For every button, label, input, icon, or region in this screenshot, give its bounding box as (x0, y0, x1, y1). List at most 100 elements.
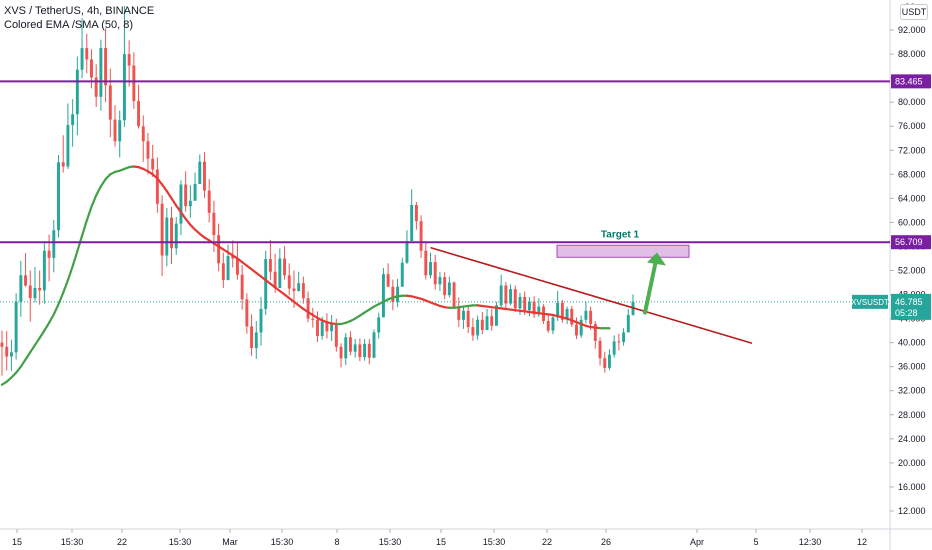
candle-body (311, 318, 315, 320)
ema-segment (156, 177, 164, 186)
candle-body (400, 262, 404, 287)
candle-body (170, 217, 173, 249)
candle-body (405, 241, 409, 263)
price-tick-label: 24.000 (898, 434, 926, 444)
candle-body (137, 100, 141, 127)
candle-body (546, 321, 550, 331)
candle-body (584, 310, 588, 320)
price-tick-label: 36.000 (898, 362, 926, 372)
ema-segment (90, 194, 98, 208)
candle-body (537, 306, 541, 315)
candle-body (367, 343, 371, 358)
ema-segment (85, 205, 93, 222)
price-tick-label: 60.000 (898, 217, 926, 227)
candle-body (146, 141, 150, 159)
candle-body (203, 161, 206, 191)
candle-body (414, 204, 418, 222)
ema-segment (57, 291, 65, 306)
time-tick-label: 12 (857, 537, 867, 547)
countdown-label: 05:28 (895, 308, 918, 318)
candle-body (24, 275, 28, 286)
candle-body (320, 321, 324, 337)
ema-segment (38, 329, 46, 339)
ema-segment (76, 234, 84, 253)
forecast-arrow-shaft (643, 258, 658, 315)
candle-body (85, 48, 89, 60)
candle-body (33, 287, 37, 299)
candle-body (466, 310, 470, 328)
candle-body (334, 324, 338, 347)
candle-body (443, 277, 447, 296)
candle-body (560, 302, 564, 320)
ema-segment (99, 178, 107, 188)
candle-body (113, 119, 117, 142)
candle-body (268, 259, 272, 272)
candle-body (28, 285, 32, 299)
price-tick-label: 20.000 (898, 458, 926, 468)
currency-button[interactable]: USDT (900, 4, 928, 20)
price-tick-label: 32.000 (898, 386, 926, 396)
candle-body (353, 344, 357, 352)
ema-segment (104, 173, 112, 181)
candle-body (240, 274, 244, 300)
candle-body (38, 287, 42, 291)
candle-body (330, 324, 334, 332)
candle-body (363, 343, 367, 358)
candle-body (476, 319, 480, 336)
price-tick-label: 68.000 (898, 169, 926, 179)
candle-body (193, 183, 197, 201)
ema-segment (15, 365, 22, 374)
time-tick-label: 5 (753, 537, 758, 547)
candle-body (325, 321, 329, 332)
time-tick-label: Mar (222, 537, 238, 547)
time-axis: 15 15:30 22 15:30 Mar 15:30 8 15:30 15 15:30 22 26 A… (12, 529, 867, 547)
candle-body (273, 271, 277, 288)
price-tick-label: 80.000 (898, 97, 926, 107)
candle-body (490, 316, 494, 326)
ema-segment (19, 358, 27, 368)
candle-body (579, 319, 583, 336)
candle-body (165, 217, 169, 256)
price-tick-label: 16.000 (898, 482, 926, 492)
candle-body (494, 305, 498, 326)
candle-body (565, 308, 569, 320)
ema-segment (52, 303, 60, 316)
candle-body (358, 344, 362, 358)
candle-body (410, 204, 414, 242)
candle-body (391, 286, 395, 302)
price-tick-label: 64.000 (898, 193, 926, 203)
price-tick-label: 40.000 (898, 338, 926, 348)
candle-body (160, 203, 164, 256)
candle-body (452, 282, 456, 307)
ema-segment (80, 219, 88, 237)
candle-body (122, 54, 126, 121)
ema-line (0, 165, 611, 386)
level-price-label: 83.465 (895, 76, 923, 86)
time-tick-label: 8 (334, 537, 339, 547)
ema-segment (62, 279, 70, 294)
candle-body (471, 327, 475, 336)
symbol-title: XVS / TetherUS, 4h, BINANCE (4, 5, 155, 17)
symbol-tag-label: XVSUSDT (851, 298, 889, 307)
candle-body (47, 250, 51, 258)
candle-body (52, 230, 56, 258)
candle-body (377, 317, 381, 333)
candle-body (306, 298, 310, 319)
price-tick-label: 28.000 (898, 410, 926, 420)
candle-body (589, 310, 593, 325)
candle-body (217, 235, 221, 264)
candle-body (485, 316, 489, 331)
ema-segment (43, 321, 51, 332)
candle-body (66, 125, 70, 167)
candle-body (231, 256, 235, 259)
candle-body (278, 258, 282, 288)
time-tick-label: 15 (12, 537, 22, 547)
level-price-tag (891, 235, 931, 250)
time-tick-label: 26 (601, 537, 611, 547)
candle-body (212, 212, 216, 236)
candle-body (593, 324, 597, 341)
candle-body (381, 274, 385, 318)
